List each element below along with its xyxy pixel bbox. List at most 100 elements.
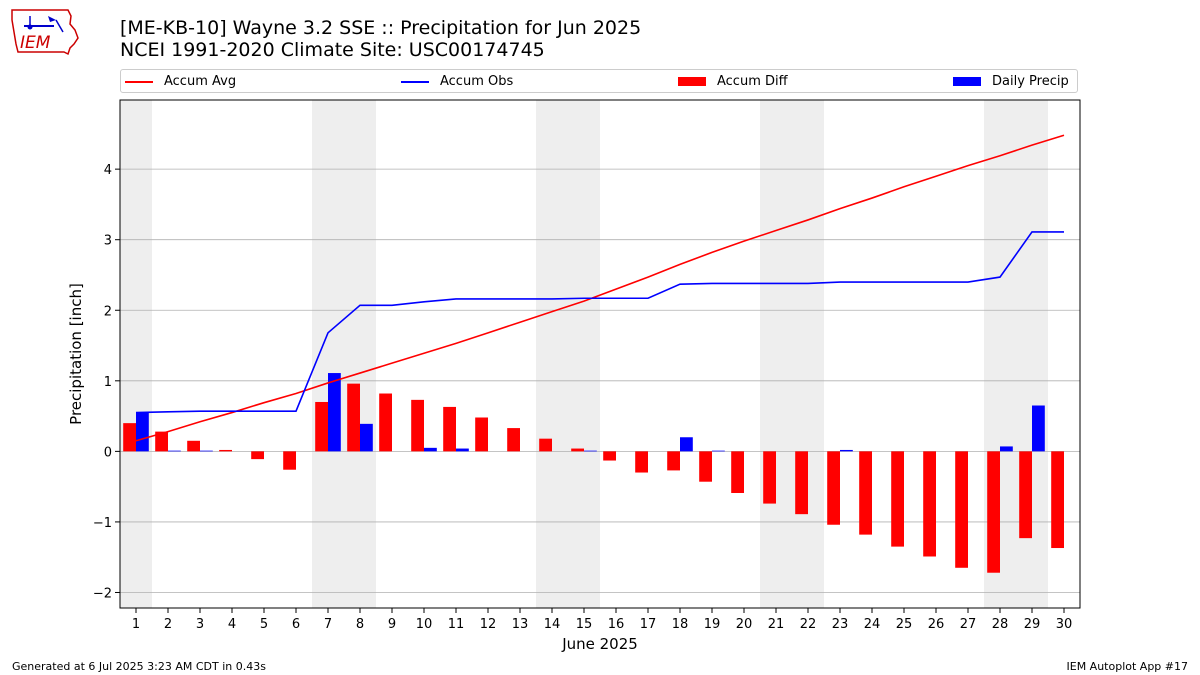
- bar-accum-diff-day-21: [763, 451, 776, 504]
- x-tick-label: 13: [512, 617, 529, 632]
- bar-accum-diff-day-6: [283, 451, 296, 470]
- bar-accum-diff-day-13: [507, 428, 520, 452]
- legend-item-accum-avg: Accum Avg: [125, 74, 236, 89]
- x-tick-label: 3: [196, 617, 204, 632]
- y-tick-label: 0: [104, 445, 112, 460]
- bar-accum-diff-day-26: [923, 451, 936, 557]
- bar-daily-precip-day-15: [584, 450, 597, 452]
- bar-accum-diff-day-27: [955, 451, 968, 568]
- legend-swatch-accum-obs: [401, 80, 429, 83]
- x-tick-label: 26: [928, 617, 945, 632]
- y-tick-label: 2: [104, 304, 112, 319]
- bar-accum-diff-day-28: [987, 451, 1000, 573]
- y-tick-label: −2: [93, 586, 112, 601]
- bar-accum-diff-day-17: [635, 451, 648, 473]
- bar-accum-diff-day-3: [187, 440, 200, 452]
- bar-accum-diff-day-12: [475, 417, 488, 452]
- x-tick-label: 30: [1056, 617, 1073, 632]
- x-tick-label: 11: [448, 617, 465, 632]
- x-tick-label: 4: [228, 617, 236, 632]
- weekend-shade-day-21: [760, 100, 792, 608]
- weekend-shade-day-15: [568, 100, 600, 608]
- bar-daily-precip-day-18: [680, 437, 693, 452]
- x-tick-label: 9: [388, 617, 396, 632]
- footer-app-text: IEM Autoplot App #17: [1066, 660, 1189, 673]
- x-tick-label: 10: [416, 617, 433, 632]
- bar-series: [123, 373, 1064, 573]
- bar-accum-diff-day-20: [731, 451, 744, 493]
- bar-accum-diff-day-14: [539, 438, 552, 452]
- legend: Accum Avg Accum Obs Accum Diff Daily Pre…: [120, 69, 1078, 93]
- x-tick-label: 2: [164, 617, 172, 632]
- x-tick-label: 15: [576, 617, 593, 632]
- bar-accum-diff-day-23: [827, 451, 840, 525]
- x-tick-label: 17: [640, 617, 657, 632]
- bar-accum-diff-day-2: [155, 431, 168, 452]
- bar-accum-diff-day-7: [315, 401, 328, 452]
- bar-daily-precip-day-2: [168, 450, 181, 452]
- x-tick-label: 8: [356, 617, 364, 632]
- x-tick-label: 1: [132, 617, 140, 632]
- bar-accum-diff-day-15: [571, 448, 584, 452]
- x-tick-label: 29: [1024, 617, 1041, 632]
- x-tick-label: 22: [800, 617, 817, 632]
- bar-daily-precip-day-29: [1032, 405, 1045, 452]
- x-tick-label: 7: [324, 617, 332, 632]
- bar-daily-precip-day-1: [136, 412, 149, 452]
- y-axis-label: Precipitation [inch]: [67, 283, 85, 425]
- bar-accum-diff-day-29: [1019, 451, 1032, 539]
- bar-daily-precip-day-28: [1000, 446, 1013, 452]
- legend-item-daily-precip: Daily Precip: [953, 74, 1069, 89]
- x-axis-label: June 2025: [561, 635, 638, 653]
- y-tick-label: 4: [104, 163, 112, 178]
- legend-swatch-accum-avg: [125, 80, 153, 83]
- legend-item-accum-diff: Accum Diff: [678, 74, 788, 89]
- bar-daily-precip-day-7: [328, 373, 341, 452]
- x-tick-label: 18: [672, 617, 689, 632]
- x-tick-label: 20: [736, 617, 753, 632]
- x-tick-label: 12: [480, 617, 497, 632]
- chart-subtitle: NCEI 1991-2020 Climate Site: USC00174745: [120, 39, 545, 61]
- x-tick-label: 21: [768, 617, 785, 632]
- bar-accum-diff-day-1: [123, 423, 136, 452]
- bar-daily-precip-day-19: [712, 450, 725, 452]
- footer-generated-text: Generated at 6 Jul 2025 3:23 AM CDT in 0…: [12, 660, 266, 673]
- legend-swatch-accum-diff: [678, 77, 706, 86]
- bar-accum-diff-day-9: [379, 393, 392, 452]
- bar-daily-precip-day-10: [424, 447, 437, 452]
- x-tick-label: 23: [832, 617, 849, 632]
- bar-accum-diff-day-4: [219, 449, 232, 452]
- y-tick-label: −1: [93, 516, 112, 531]
- bar-accum-diff-day-30: [1051, 451, 1064, 549]
- line-accum-obs: [135, 231, 1064, 414]
- x-tick-label: 14: [544, 617, 561, 632]
- bar-daily-precip-day-23: [840, 449, 853, 452]
- line-series: [135, 134, 1065, 442]
- grid-lines: [120, 168, 1080, 593]
- weekend-shade-day-1: [120, 100, 152, 608]
- x-tick-label: 25: [896, 617, 913, 632]
- weekend-shade-day-22: [792, 100, 824, 608]
- bar-accum-diff-day-10: [411, 399, 424, 452]
- weekend-shading: [120, 100, 1048, 608]
- bar-accum-diff-day-8: [347, 383, 360, 452]
- plot-frame: [119, 99, 1081, 609]
- legend-label: Accum Avg: [164, 74, 237, 89]
- line-accum-avg: [135, 134, 1065, 442]
- bar-accum-diff-day-22: [795, 451, 808, 515]
- bar-daily-precip-day-3: [200, 450, 213, 452]
- x-tick-label: 16: [608, 617, 625, 632]
- legend-label: Accum Diff: [717, 74, 788, 89]
- x-tick-label: 24: [864, 617, 881, 632]
- bar-accum-diff-day-18: [667, 451, 680, 471]
- bar-daily-precip-day-11: [456, 448, 469, 452]
- y-tick-label: 3: [104, 234, 112, 249]
- x-tick-label: 28: [992, 617, 1009, 632]
- weekend-shade-day-7: [312, 100, 344, 608]
- bar-accum-diff-day-5: [251, 451, 264, 460]
- legend-swatch-daily-precip: [953, 77, 981, 86]
- bar-accum-diff-day-16: [603, 451, 616, 461]
- weekend-shade-day-8: [344, 100, 376, 608]
